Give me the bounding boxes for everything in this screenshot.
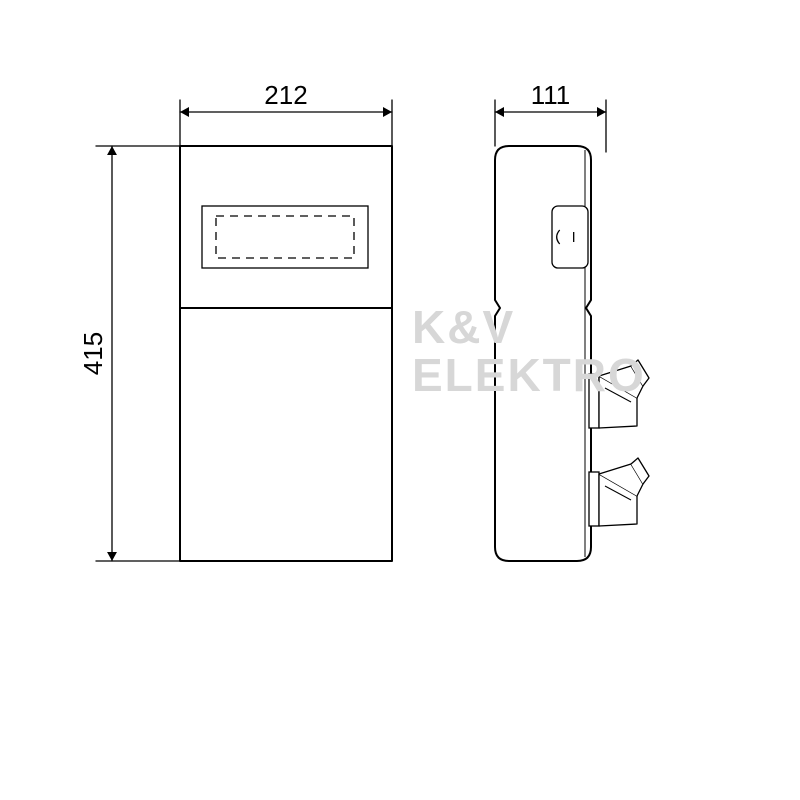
front-view xyxy=(180,146,392,561)
dim-height-label: 415 xyxy=(78,332,108,375)
dim-depth-label: 111 xyxy=(531,80,571,110)
dim-width-label: 212 xyxy=(264,80,307,110)
side-view xyxy=(495,146,649,561)
